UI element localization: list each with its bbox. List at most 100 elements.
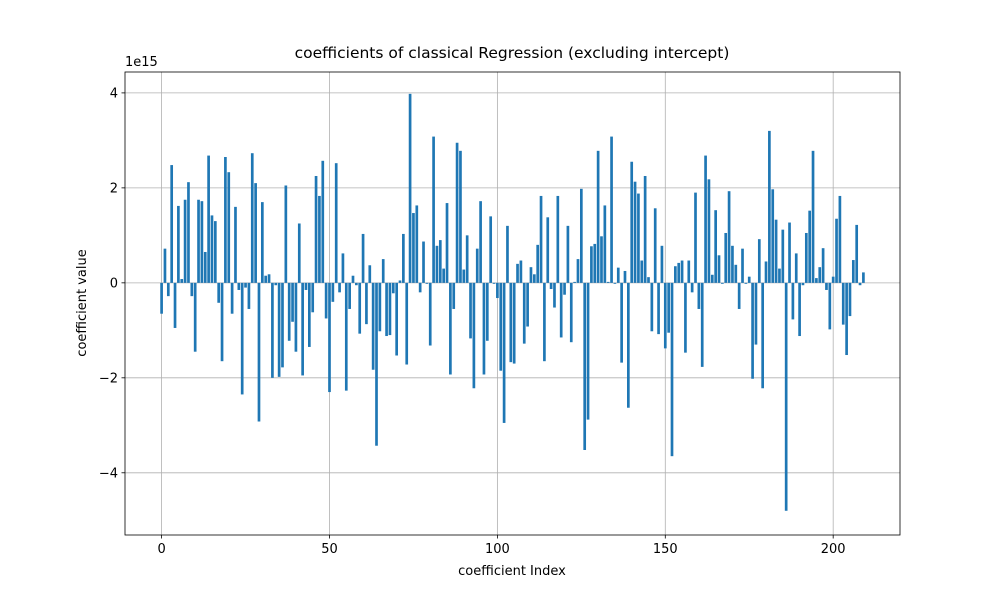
y-offset-label: 1e15 xyxy=(125,55,158,70)
bar xyxy=(791,282,795,320)
bar xyxy=(653,208,657,283)
bar xyxy=(710,274,714,283)
bar xyxy=(848,282,852,317)
bar xyxy=(227,172,231,283)
bar xyxy=(462,269,466,283)
bar xyxy=(341,253,345,283)
bar xyxy=(237,282,241,290)
bar xyxy=(606,281,610,283)
bar xyxy=(348,282,351,309)
bar xyxy=(160,282,163,314)
bar xyxy=(375,282,378,446)
bar xyxy=(479,201,482,283)
bar xyxy=(821,248,825,283)
bar xyxy=(355,282,358,286)
bar xyxy=(284,185,288,283)
bar xyxy=(438,240,442,283)
bar xyxy=(613,282,617,284)
x-tick-label: 0 xyxy=(157,542,165,557)
bar xyxy=(650,282,654,332)
bar xyxy=(798,282,801,337)
bar xyxy=(304,282,308,290)
bar xyxy=(690,282,694,293)
bar xyxy=(435,245,439,283)
bar xyxy=(694,192,697,283)
bar xyxy=(331,282,335,302)
bar xyxy=(294,282,298,352)
bar xyxy=(187,182,190,283)
bar xyxy=(845,282,848,356)
bar xyxy=(794,253,798,283)
bar xyxy=(496,282,499,299)
bar xyxy=(630,161,634,283)
bar xyxy=(334,163,338,283)
bar xyxy=(778,268,781,283)
bar xyxy=(489,216,493,283)
bar xyxy=(207,155,210,283)
bar xyxy=(314,175,318,283)
bar xyxy=(616,267,620,283)
bar xyxy=(445,203,449,283)
bar xyxy=(553,282,556,308)
bar xyxy=(700,282,704,367)
bar xyxy=(425,282,429,284)
bar xyxy=(526,282,529,327)
bar xyxy=(166,282,170,297)
bar xyxy=(512,282,516,364)
bar xyxy=(851,260,855,283)
y-tick-label: 4 xyxy=(110,86,118,101)
bar xyxy=(532,274,536,283)
bar xyxy=(412,213,415,283)
bar xyxy=(660,245,664,283)
bar xyxy=(244,282,247,288)
bar xyxy=(378,282,382,332)
bar xyxy=(405,282,409,365)
bar xyxy=(539,195,543,283)
bar xyxy=(808,210,812,283)
bar xyxy=(620,282,623,363)
bar xyxy=(469,282,472,339)
bar xyxy=(657,282,660,335)
bar xyxy=(640,260,644,283)
bar xyxy=(721,282,724,284)
bar xyxy=(291,282,294,322)
bar xyxy=(311,282,315,313)
bar xyxy=(173,282,177,328)
bar xyxy=(516,263,519,283)
bar xyxy=(459,150,462,283)
bar xyxy=(271,282,274,378)
bar xyxy=(281,282,284,368)
bar xyxy=(381,259,385,283)
bar xyxy=(549,282,553,290)
bar xyxy=(862,272,865,283)
bar xyxy=(559,282,563,338)
bar xyxy=(788,222,791,283)
bar xyxy=(351,275,355,283)
bar xyxy=(442,268,446,283)
bar xyxy=(543,282,546,362)
bar xyxy=(388,282,392,336)
bar xyxy=(240,282,244,395)
bar xyxy=(623,270,627,283)
bar xyxy=(254,183,257,283)
bar xyxy=(627,282,630,408)
bar xyxy=(556,195,560,283)
bar xyxy=(472,282,476,389)
bar xyxy=(643,175,647,283)
bar xyxy=(368,265,372,283)
bar xyxy=(774,219,778,283)
bar xyxy=(818,267,822,283)
bar xyxy=(784,282,788,511)
bar xyxy=(687,260,691,283)
bar xyxy=(224,157,227,283)
bar xyxy=(210,215,214,283)
bar xyxy=(828,282,832,330)
bar xyxy=(391,282,395,294)
bar xyxy=(217,282,221,303)
bar xyxy=(858,282,862,286)
x-tick-label: 150 xyxy=(653,542,678,557)
bar xyxy=(200,201,204,283)
bar xyxy=(680,260,684,283)
bar xyxy=(717,255,721,283)
bar xyxy=(596,150,600,283)
